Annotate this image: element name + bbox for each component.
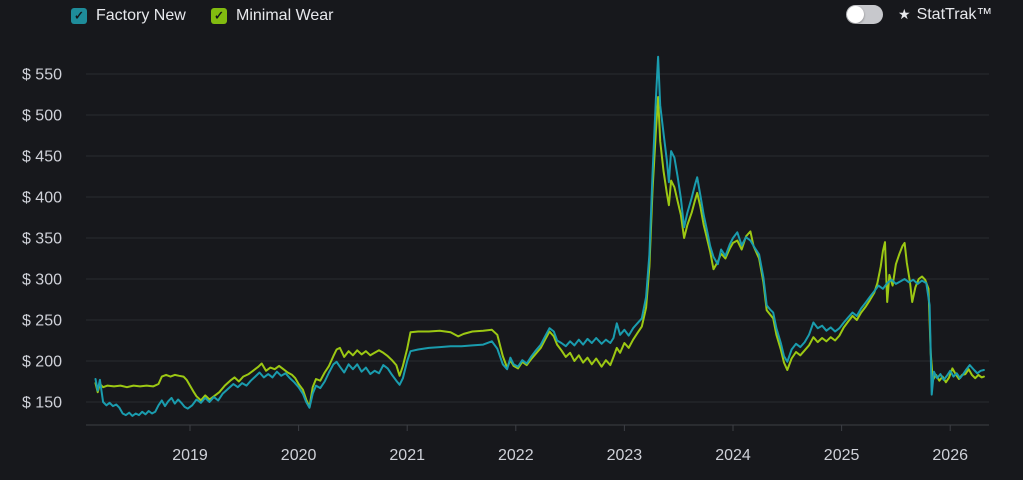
y-axis-tick-label: $ 250 <box>22 313 62 330</box>
minimal-wear-checkbox[interactable]: ✓ <box>211 7 227 24</box>
y-axis-tick-label: $ 450 <box>22 149 62 166</box>
factory-new-checkbox[interactable]: ✓ <box>71 7 87 24</box>
stattrak-toggle[interactable] <box>846 5 883 24</box>
x-axis-tick-label: 2023 <box>607 447 643 464</box>
checkmark-icon: ✓ <box>73 8 85 22</box>
toggle-knob <box>847 6 864 23</box>
y-axis-tick-label: $ 150 <box>22 395 62 412</box>
legend-item-factory-new[interactable]: ✓ Factory New <box>71 7 186 24</box>
factory-new-line <box>94 55 985 417</box>
stattrak-label: StatTrak™ <box>916 5 993 23</box>
x-axis-tick-label: 2024 <box>715 447 751 464</box>
x-axis-tick-label: 2020 <box>281 447 317 464</box>
checkmark-icon: ✓ <box>213 8 225 22</box>
x-axis-tick-label: 2026 <box>932 447 968 464</box>
x-axis-tick-label: 2022 <box>498 447 534 464</box>
y-axis-tick-label: $ 500 <box>22 108 62 125</box>
minimal-wear-label: Minimal Wear <box>236 7 334 24</box>
star-icon: ★ <box>898 6 911 22</box>
chart-controls-bar: ✓ Factory New ✓ Minimal Wear ★ StatTrak™ <box>0 0 1023 30</box>
minimal-wear-line <box>94 96 985 408</box>
stattrak-toggle-group: ★ StatTrak™ <box>846 5 992 24</box>
x-axis-tick-label: 2025 <box>824 447 860 464</box>
legend-item-minimal-wear[interactable]: ✓ Minimal Wear <box>211 7 334 24</box>
x-axis-tick-label: 2021 <box>389 447 425 464</box>
y-axis-tick-label: $ 350 <box>22 231 62 248</box>
y-axis-tick-label: $ 550 <box>22 67 62 84</box>
factory-new-label: Factory New <box>96 7 186 24</box>
y-axis-tick-label: $ 400 <box>22 190 62 207</box>
y-axis-tick-label: $ 200 <box>22 354 62 371</box>
x-axis-tick-label: 2019 <box>172 447 208 464</box>
y-axis-tick-label: $ 300 <box>22 272 62 289</box>
